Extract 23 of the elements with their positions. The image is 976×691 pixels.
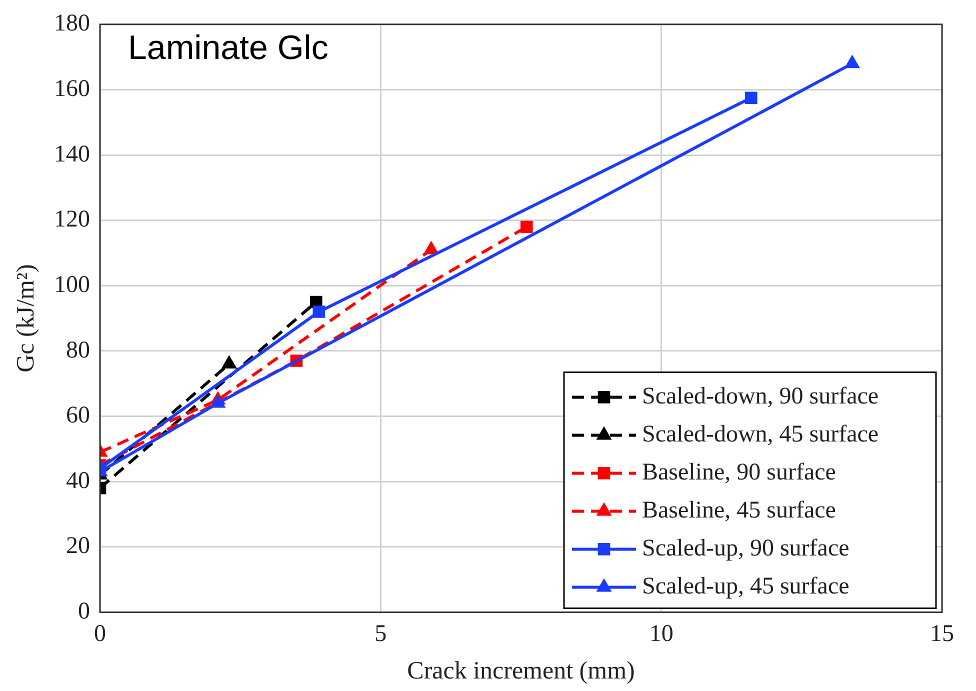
x-tick-label: 5 (374, 620, 387, 647)
y-tick-label: 60 (66, 402, 90, 429)
x-axis-title: Crack increment (mm) (407, 658, 635, 685)
x-tick-label: 0 (94, 620, 106, 647)
y-tick-label: 120 (54, 206, 90, 233)
x-tick-label: 10 (649, 620, 674, 647)
y-tick-label: 180 (54, 10, 90, 37)
legend-label: Baseline, 45 surface (642, 497, 836, 524)
legend-label: Baseline, 90 surface (642, 459, 836, 486)
legend-label: Scaled-down, 45 surface (642, 421, 879, 448)
y-axis-title: Gc (kJ/m²) (12, 264, 40, 372)
y-tick-label: 100 (54, 272, 90, 298)
y-tick-label: 20 (66, 533, 90, 560)
y-tick-label: 40 (66, 468, 90, 494)
y-tick-label: 0 (78, 598, 90, 624)
x-tick-label: 15 (930, 620, 954, 647)
legend-label: Scaled-up, 45 surface (642, 573, 850, 600)
y-tick-label: 80 (66, 337, 90, 364)
y-tick-label: 140 (54, 141, 90, 168)
y-tick-label: 160 (54, 76, 90, 102)
chart-title: Laminate Glc (128, 28, 328, 67)
legend-label: Scaled-up, 90 surface (642, 535, 850, 562)
legend-label: Scaled-down, 90 surface (642, 383, 879, 410)
